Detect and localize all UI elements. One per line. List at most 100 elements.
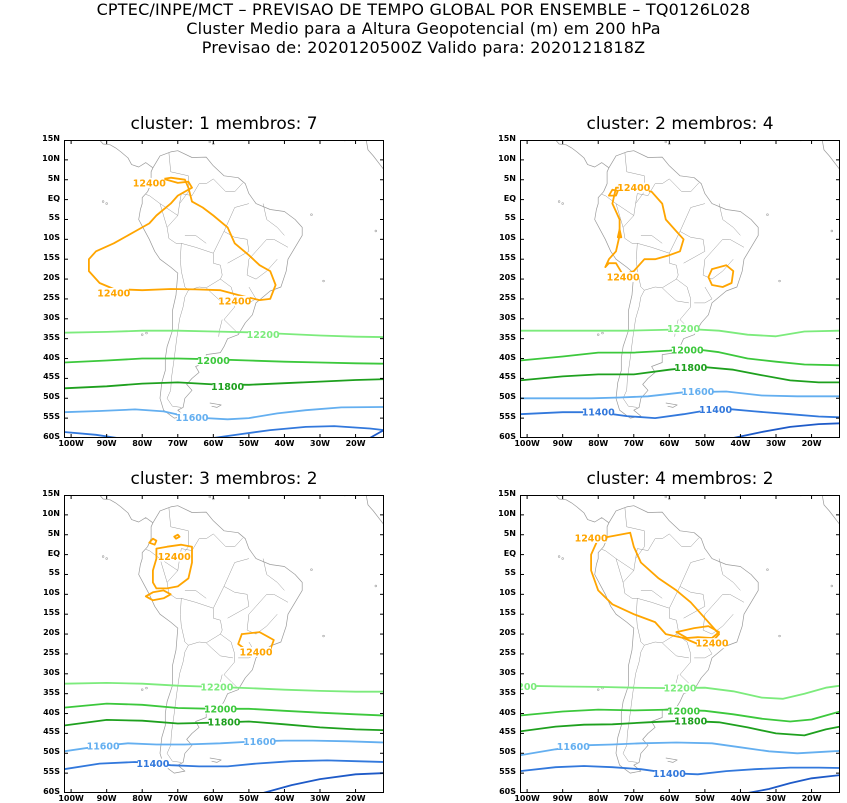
contour-line xyxy=(520,390,840,400)
contour-label-bg xyxy=(682,386,713,397)
country-border xyxy=(262,203,285,236)
contour-label-bg xyxy=(558,741,589,752)
island xyxy=(101,555,105,558)
lon-tick-label: 20W xyxy=(801,794,822,803)
lat-tick-label: 25S xyxy=(43,647,60,657)
island xyxy=(830,229,834,233)
lat-tick-label: 10N xyxy=(42,153,60,163)
lon-tick-label: 60W xyxy=(659,794,680,803)
country-border xyxy=(206,642,233,659)
lat-tick-label: 40S xyxy=(499,707,516,717)
lat-tick-label: 5N xyxy=(47,528,60,538)
coastline-africa xyxy=(821,140,840,171)
lat-tick-label: 15N xyxy=(42,134,60,143)
island xyxy=(778,634,781,638)
lon-tick-label: 80W xyxy=(132,794,153,803)
lat-tick-label: 10S xyxy=(43,588,60,598)
lat-tick-label: 30S xyxy=(499,667,516,677)
country-border xyxy=(669,533,699,547)
country-border xyxy=(636,598,677,646)
contour-label: 11400 xyxy=(582,408,615,419)
country-border xyxy=(159,203,168,228)
country-border xyxy=(213,533,243,547)
lat-tick-label: 40S xyxy=(499,352,516,362)
lon-tick-label: 50W xyxy=(694,439,715,448)
island xyxy=(557,555,561,558)
lat-tick-label: EQ xyxy=(47,548,60,558)
lat-tick-label: 10S xyxy=(43,233,60,243)
country-border xyxy=(622,533,695,689)
contour-label-bg xyxy=(700,404,731,415)
lon-tick-label: 50W xyxy=(238,439,259,448)
contour-label: 12200 xyxy=(247,330,280,341)
country-border xyxy=(622,290,645,408)
lat-tick-label: 15S xyxy=(43,608,60,618)
contour-label-bg xyxy=(98,287,129,298)
lat-tick-label: 55S xyxy=(43,767,60,777)
lon-tick-label: 30W xyxy=(766,794,786,803)
header-line-2: Cluster Medio para a Altura Geopotencial… xyxy=(186,19,661,38)
country-border xyxy=(702,594,734,635)
contour-label: 12000 xyxy=(671,345,704,356)
coastline-south-america xyxy=(138,150,303,419)
lat-tick-label: 20S xyxy=(499,628,516,638)
island xyxy=(101,200,105,203)
country-border xyxy=(262,558,285,591)
island xyxy=(105,557,108,560)
lat-tick-label: 40S xyxy=(43,352,60,362)
panel-title-2: cluster: 2 membros: 4 xyxy=(586,114,774,134)
contour-label: 11600 xyxy=(175,413,208,424)
island xyxy=(105,202,108,205)
island xyxy=(766,568,769,571)
contour-label-bg xyxy=(668,323,699,334)
lon-tick-label: 30W xyxy=(310,439,330,448)
island xyxy=(374,229,378,233)
lat-tick-label: 10S xyxy=(499,588,516,598)
contour-label-bg xyxy=(665,683,695,694)
lat-tick-label: 10N xyxy=(498,153,516,163)
contour-label: 12400 xyxy=(239,647,272,658)
contour-label: 12000 xyxy=(197,356,230,367)
lat-tick-label: 15N xyxy=(42,489,60,498)
lon-tick-label: 80W xyxy=(588,794,609,803)
country-border xyxy=(718,558,741,591)
lat-tick-label: EQ xyxy=(503,193,516,203)
contour-line xyxy=(520,684,840,700)
coastline-south-america xyxy=(594,505,759,774)
country-border xyxy=(718,203,741,236)
country-border xyxy=(679,231,706,264)
island xyxy=(322,634,325,638)
lon-tick-label: 80W xyxy=(132,439,153,448)
contour-label: 200 xyxy=(520,682,537,693)
contour-label: 11600 xyxy=(557,742,590,753)
contour-label-bg xyxy=(205,703,236,714)
lat-tick-label: 25S xyxy=(499,647,516,657)
lat-tick-label: 25S xyxy=(43,292,60,302)
lat-tick-label: 5S xyxy=(504,213,516,223)
contour-label: 12400 xyxy=(158,552,191,563)
map-1: 12400 12400 12400 12200 12000 11800 11600 xyxy=(64,140,384,438)
country-border xyxy=(184,235,207,244)
contour-line xyxy=(732,422,840,438)
country-border xyxy=(601,549,634,571)
lon-tick-label: 20W xyxy=(345,439,366,448)
panel-title-3: cluster: 3 membros: 2 xyxy=(130,469,318,489)
country-border xyxy=(166,645,189,763)
island xyxy=(664,495,667,499)
lon-tick-label: 80W xyxy=(588,439,609,448)
lat-tick-label: 55S xyxy=(499,767,516,777)
contour-line xyxy=(604,186,685,277)
lon-tick-label: 50W xyxy=(238,794,259,803)
lat-tick-label: 20S xyxy=(499,273,516,283)
island xyxy=(557,200,561,203)
contour-label-bg xyxy=(618,182,649,193)
country-border xyxy=(166,178,239,334)
lat-tick-label: 30S xyxy=(499,312,516,322)
contour-line xyxy=(87,176,277,302)
contour-label: 12400 xyxy=(695,639,728,650)
contour-label-bg xyxy=(576,532,607,543)
contour-label-bg xyxy=(675,716,706,727)
contour-label-bg xyxy=(88,741,119,752)
contour-line xyxy=(746,774,840,793)
lat-tick-label: 15S xyxy=(43,253,60,263)
